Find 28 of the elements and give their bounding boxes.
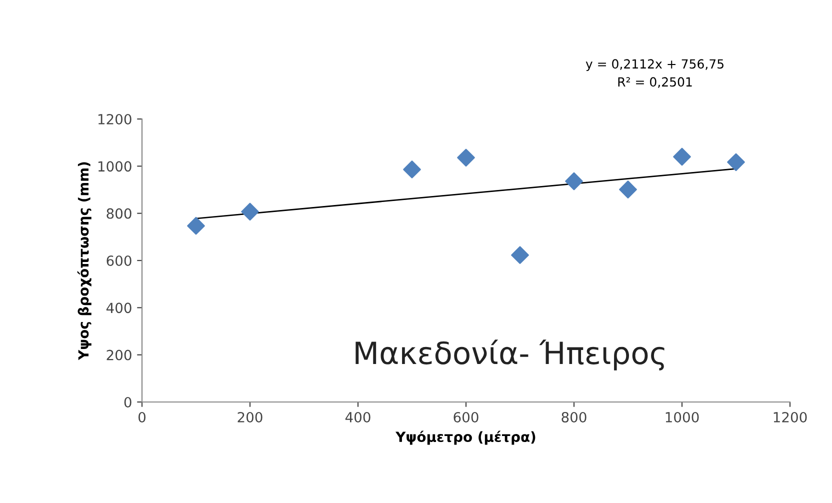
point [187, 216, 205, 235]
point [727, 153, 745, 172]
point [241, 202, 259, 221]
y-tick-label: 800 [106, 208, 132, 219]
x-tick-label: 400 [345, 412, 370, 422]
x-tick-label: 1200 [774, 412, 807, 422]
point [619, 180, 637, 198]
y-tick-label: 1200 [98, 114, 132, 124]
x-axis-title: Υψόμετρο (μέτρα) [395, 430, 536, 445]
text: y = 0,2112x + 756,75 [586, 59, 724, 72]
x-tick-label: 800 [562, 412, 586, 422]
y-tick-label: 400 [106, 302, 132, 314]
text: R² = 0,2501 [618, 77, 692, 88]
point [673, 148, 691, 166]
y-tick-label: 0 [124, 396, 132, 408]
point [511, 246, 529, 264]
annotation: Μακεδονία- Ήπειρος [356, 340, 664, 370]
y-tick-label: 200 [106, 350, 132, 360]
x-tick-label: 1000 [666, 412, 699, 422]
point [403, 160, 421, 178]
x-tick-label: 0 [138, 412, 146, 422]
y-axis-title: Υψος βροχόπτωσης (mm) [77, 162, 92, 360]
y-tick-label: 1000 [98, 161, 132, 172]
x-tick-label: 200 [238, 412, 262, 422]
point [565, 172, 583, 190]
point [457, 148, 475, 167]
x-tick-label: 600 [454, 412, 478, 422]
y-tick-label: 600 [106, 255, 132, 266]
